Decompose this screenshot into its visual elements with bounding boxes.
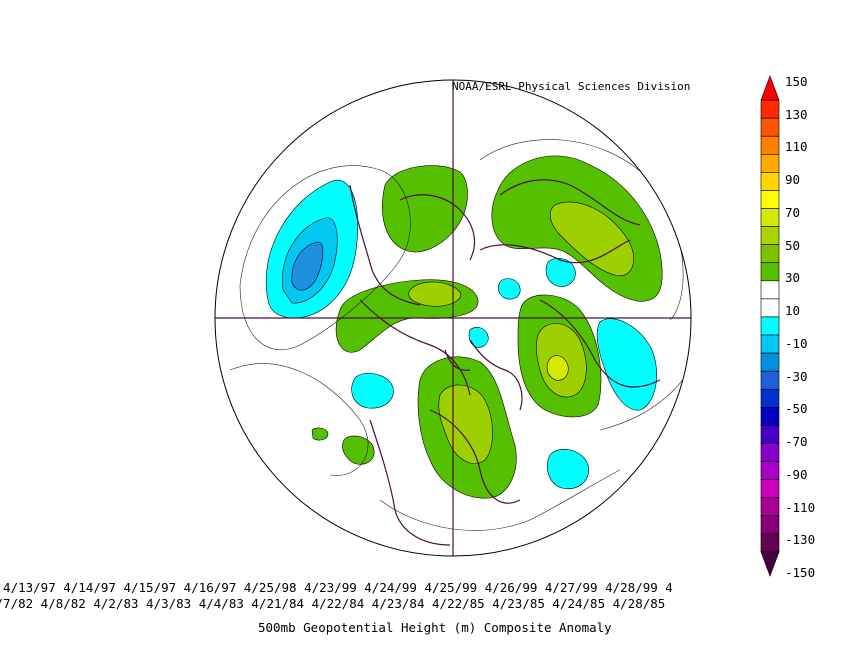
coastlines xyxy=(349,179,661,546)
neg-anomaly-atlantic-south xyxy=(547,448,589,490)
colorbar-label: 70 xyxy=(785,204,801,220)
colorbar-segment xyxy=(760,226,780,245)
colorbar-segment xyxy=(760,244,780,264)
neg-anomaly-polar xyxy=(498,278,521,300)
colorbar xyxy=(760,75,780,577)
date-list-row2: -/7/82 4/8/82 4/2/83 4/3/83 4/4/83 4/21/… xyxy=(0,596,666,611)
colorbar-top-arrow xyxy=(760,75,780,101)
colorbar-label: 50 xyxy=(785,237,801,253)
colorbar-segment xyxy=(760,479,780,499)
colorbar-label: -10 xyxy=(785,335,808,351)
colorbar-segment xyxy=(760,352,780,372)
anomaly-fields xyxy=(229,139,691,546)
colorbar-segment xyxy=(760,388,780,408)
colorbar-segment xyxy=(760,280,780,300)
colorbar-segment xyxy=(760,298,780,318)
colorbar-segment xyxy=(760,316,780,336)
colorbar-label: 30 xyxy=(785,270,801,286)
credit-text: NOAA/ESRL Physical Sciences Division xyxy=(452,80,691,93)
neg-anomaly-pacific-center xyxy=(291,241,324,291)
colorbar-label: -130 xyxy=(785,532,816,548)
pos-anomaly-tiny xyxy=(311,427,329,441)
colorbar-label: 130 xyxy=(785,106,808,122)
colorbar-bottom-arrow xyxy=(760,551,780,577)
colorbar-label: -50 xyxy=(785,401,808,417)
colorbar-segment xyxy=(760,153,780,173)
colorbar-label: -90 xyxy=(785,466,808,482)
colorbar-segment xyxy=(760,190,780,209)
pos-anomaly-atlantic-center xyxy=(546,355,569,381)
date-list-row1: 5 4/13/97 4/14/97 4/15/97 4/16/97 4/25/9… xyxy=(0,580,673,595)
colorbar-label: 10 xyxy=(785,303,801,319)
colorbar-segment xyxy=(760,533,780,553)
colorbar-label: -150 xyxy=(785,565,816,580)
neg-anomaly-siberia xyxy=(545,257,576,287)
map-title: 500mb Geopotential Height (m) Composite … xyxy=(258,620,612,635)
colorbar-segment xyxy=(760,497,780,517)
pos-anomaly-eurasia-core xyxy=(550,201,634,277)
neg-anomaly-small xyxy=(468,327,489,348)
colorbar-label: 90 xyxy=(785,172,801,188)
colorbar-label: -30 xyxy=(785,368,808,384)
colorbar-segment xyxy=(760,370,780,390)
pos-anomaly-canada-core xyxy=(438,384,493,464)
colorbar-segment xyxy=(760,425,780,444)
neg-anomaly-europe xyxy=(596,318,657,411)
colorbar-segment xyxy=(760,443,780,462)
disc-border xyxy=(214,79,692,557)
colorbar-segment xyxy=(760,262,780,282)
colorbar-label: 150 xyxy=(785,74,808,89)
pos-anomaly-arctic-north xyxy=(382,165,468,253)
colorbar-segment xyxy=(760,515,780,535)
colorbar-segment xyxy=(760,334,780,354)
colorbar-segment xyxy=(760,461,780,480)
colorbar-segment xyxy=(760,407,780,426)
colorbar-label: -110 xyxy=(785,499,816,515)
pos-anomaly-small-west xyxy=(342,435,375,465)
colorbar-segment xyxy=(760,208,780,227)
colorbar-segment xyxy=(760,117,780,137)
colorbar-label: 110 xyxy=(785,139,808,155)
colorbar-segment xyxy=(760,99,780,119)
neg-anomaly-bering xyxy=(351,372,394,409)
colorbar-segment xyxy=(760,172,780,191)
colorbar-segment xyxy=(760,135,780,155)
colorbar-label: -70 xyxy=(785,434,808,450)
pos-anomaly-alaska-core xyxy=(408,281,462,307)
